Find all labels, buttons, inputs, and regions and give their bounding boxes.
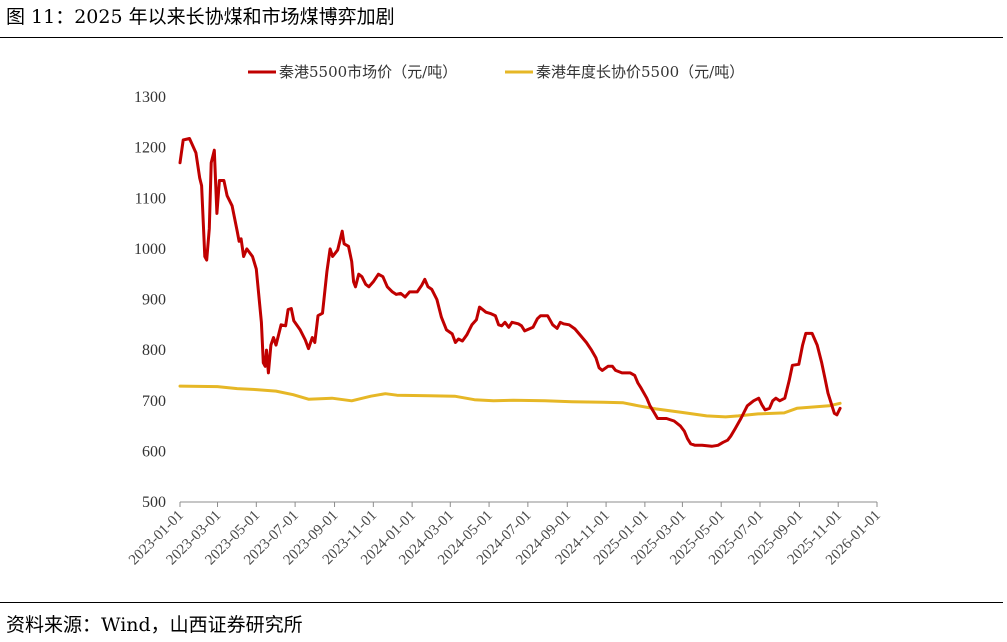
figure-title: 图 11：2025 年以来长协煤和市场煤博弈加剧 [6, 6, 395, 28]
y-tick-label: 900 [142, 292, 166, 309]
chart-legend: 秦港5500市场价（元/吨） 秦港年度长协价5500（元/吨） [248, 63, 744, 81]
legend-label-market-price: 秦港5500市场价（元/吨） [279, 63, 457, 81]
series-line-market-price [178, 137, 842, 448]
y-axis: 1300 1200 1100 1000 900 800 700 600 500 [134, 89, 166, 511]
y-tick-label: 1300 [134, 89, 166, 106]
y-tick-label: 600 [142, 443, 166, 460]
y-tick-label: 1100 [135, 190, 166, 207]
y-tick-label: 1000 [134, 241, 166, 258]
y-tick-label: 800 [142, 342, 166, 359]
bottom-rule [0, 602, 1003, 603]
y-tick-label: 500 [142, 494, 166, 511]
legend-label-contract-price: 秦港年度长协价5500（元/吨） [536, 63, 744, 81]
series-layer [178, 137, 842, 448]
y-tick-label: 700 [142, 393, 166, 410]
source-note: 资料来源：Wind，山西证券研究所 [6, 614, 303, 636]
y-tick-label: 1200 [134, 140, 166, 157]
x-axis: 2023-01-012023-03-012023-05-012023-07-01… [126, 501, 884, 568]
top-rule [0, 37, 1003, 38]
series-line-contract-price [178, 384, 842, 419]
